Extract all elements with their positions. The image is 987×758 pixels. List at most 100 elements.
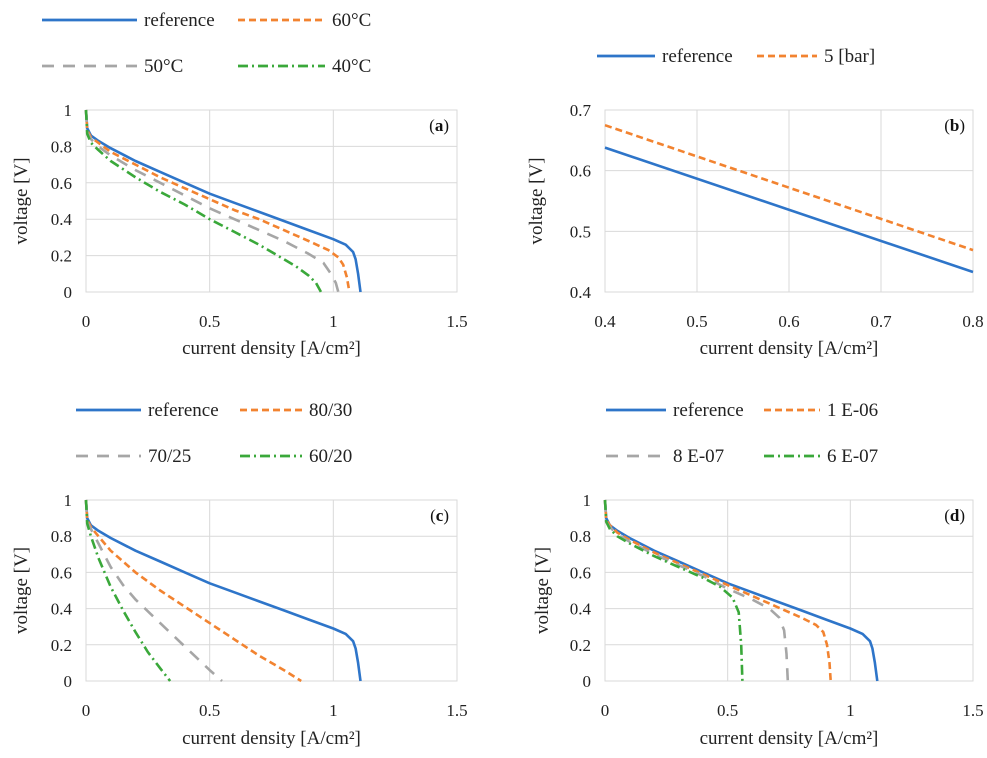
legend-label: reference [662, 46, 733, 67]
x-tick-label: 0.5 [199, 701, 220, 720]
x-axis-label: current density [A/cm²] [700, 338, 879, 359]
panel-b: 0.4 0.5 0.6 0.7 0.8 0.4 0.5 0.6 0.7 current densi… [526, 46, 984, 359]
panel-c: 0 0.5 1 1.5 0 0.2 0.4 0.6 0.8 1 current density [A… [11, 400, 468, 749]
series-group [84, 109, 362, 293]
legend-item: 5 [bar] [757, 46, 875, 67]
x-tick-label: 1.5 [446, 312, 467, 331]
y-axis-label: voltage [V] [526, 157, 547, 244]
y-tick-label: 0.6 [570, 563, 591, 582]
plot-border [604, 499, 974, 682]
legend-item: 60°C [238, 10, 371, 31]
series-group [84, 499, 362, 683]
legend-item: 60/20 [240, 446, 352, 467]
y-tick-label: 0.8 [51, 527, 72, 546]
y-tick-label: 0.8 [51, 137, 72, 156]
y-tick-label: 0.6 [51, 174, 72, 193]
legend-label: 6 E-07 [827, 446, 878, 467]
legend-label: 80/30 [309, 400, 352, 421]
y-axis-label: voltage [V] [11, 157, 32, 244]
y-tick-label: 0.6 [570, 162, 591, 181]
legend: reference 1 E-06 8 E-07 6 E-07 [606, 400, 878, 467]
series-line-reference [604, 146, 974, 274]
x-axis-label: current density [A/cm²] [700, 728, 879, 749]
x-tick-label: 1 [329, 701, 338, 720]
y-tick-label: 0 [64, 283, 73, 302]
panel-label: (b) [944, 116, 965, 135]
legend-label: reference [148, 400, 219, 421]
panel-label: (a) [429, 116, 449, 135]
x-tick-label: 0.5 [717, 701, 738, 720]
legend: reference 60°C 50°C 40°C [42, 10, 371, 77]
x-tick-label: 0.7 [870, 312, 892, 331]
series-line-1-e-06 [603, 499, 832, 682]
y-tick-label: 0.4 [51, 600, 73, 619]
legend-label: 60°C [332, 10, 371, 31]
legend-item: 8 E-07 [606, 446, 724, 467]
series-line-50-c [84, 109, 340, 293]
y-tick-label: 0 [583, 672, 592, 691]
legend: reference 5 [bar] [597, 46, 875, 67]
legend-item: 70/25 [76, 446, 191, 467]
y-tick-label: 0.7 [570, 101, 592, 120]
y-tick-label: 0.2 [51, 636, 72, 655]
legend-item: 40°C [238, 56, 371, 77]
y-axis-label: voltage [V] [11, 547, 32, 634]
y-tick-label: 1 [583, 491, 592, 510]
y-tick-label: 0.4 [570, 600, 592, 619]
x-tick-label: 0 [82, 312, 91, 331]
legend-item: reference [76, 400, 219, 421]
legend-label: 60/20 [309, 446, 352, 467]
legend-item: 6 E-07 [764, 446, 878, 467]
legend-item: reference [42, 10, 215, 31]
panel-label: (d) [944, 506, 965, 525]
legend-item: reference [606, 400, 744, 421]
y-tick-label: 0.4 [51, 210, 73, 229]
plot-border [604, 109, 974, 293]
x-tick-label: 0.5 [199, 312, 220, 331]
gridlines [604, 499, 974, 682]
legend-item: 50°C [42, 56, 183, 77]
plot-border [85, 499, 458, 682]
series-line-6-e-07 [603, 499, 744, 682]
legend: reference 80/30 70/25 60/20 [76, 400, 352, 467]
series-line-reference [84, 499, 362, 682]
legend-item: 1 E-06 [764, 400, 878, 421]
series-line-8-e-07 [603, 499, 790, 682]
y-tick-label: 0.2 [51, 247, 72, 266]
x-tick-label: 0 [82, 701, 91, 720]
y-tick-label: 0.8 [570, 527, 591, 546]
legend-label: 1 E-06 [827, 400, 878, 421]
panel-a: 0 0.5 1 1.5 0 0.2 0.4 0.6 0.8 1 current density [A… [11, 10, 468, 359]
panel-label: (c) [430, 506, 449, 525]
series-line-5-bar- [604, 123, 974, 252]
x-tick-label: 1.5 [962, 701, 983, 720]
series-line-70-25 [84, 499, 223, 682]
x-tick-label: 1 [329, 312, 338, 331]
y-tick-label: 0.6 [51, 563, 72, 582]
series-group [604, 123, 974, 274]
legend-item: 80/30 [240, 400, 352, 421]
plot-border [85, 109, 458, 293]
series-line-60-20 [84, 499, 172, 682]
x-tick-label: 1.5 [446, 701, 467, 720]
series-group [603, 499, 879, 682]
series-line-60-c [84, 109, 351, 293]
legend-label: reference [144, 10, 215, 31]
x-tick-label: 1 [846, 701, 855, 720]
y-tick-label: 1 [64, 491, 73, 510]
y-tick-label: 0 [64, 672, 73, 691]
y-tick-label: 0.2 [570, 636, 591, 655]
gridlines [85, 109, 458, 293]
legend-label: 5 [bar] [824, 46, 875, 67]
x-tick-label: 0.6 [778, 312, 799, 331]
panel-d: 0 0.5 1 1.5 0 0.2 0.4 0.6 0.8 1 current density [A… [532, 400, 984, 749]
legend-label: 40°C [332, 56, 371, 77]
gridlines [85, 499, 458, 682]
y-tick-label: 0.4 [570, 283, 592, 302]
legend-label: 50°C [144, 56, 183, 77]
x-tick-label: 0.5 [686, 312, 707, 331]
y-tick-label: 1 [64, 101, 73, 120]
legend-item: reference [597, 46, 733, 67]
legend-label: reference [673, 400, 744, 421]
